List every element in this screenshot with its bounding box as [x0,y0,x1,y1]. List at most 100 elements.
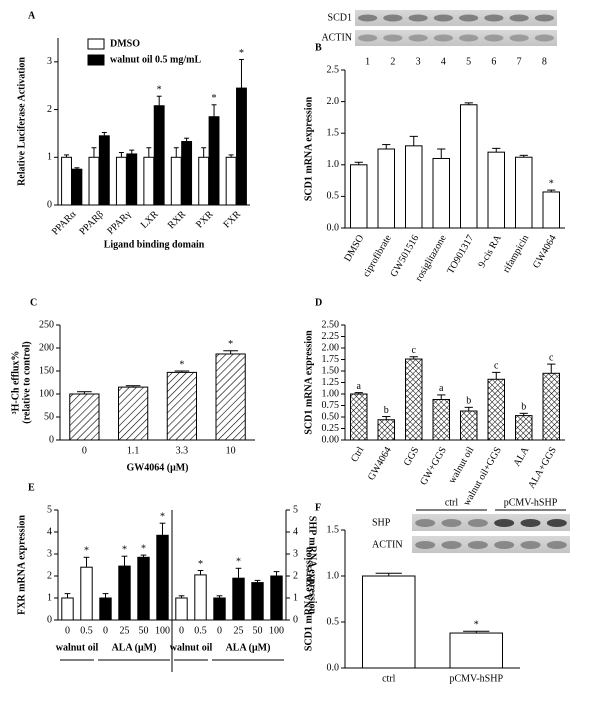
x-tick-label: PXR [194,209,216,231]
y-axis-label: SCD1 mRNA expression [303,330,314,435]
bar [487,378,505,441]
bar [542,191,560,229]
x-tick-label: FXR [221,209,243,231]
bar-annotation: * [212,93,217,104]
bar [251,582,264,621]
bar-annotation: * [549,178,554,189]
error-bar [121,555,128,567]
x-tick-label: rifampicin [501,233,531,275]
bar [460,410,478,441]
group-label: ALA (μM) [226,642,271,653]
y-tick-label: 2.50 [322,319,340,330]
blot-row-label: ACTIN [372,539,403,550]
bar [175,597,188,621]
blot-band [358,34,378,42]
blot-group-label: ctrl [445,497,459,508]
bar [166,371,197,441]
error-bar [239,58,244,89]
x-tick-label: 0 [65,625,70,636]
bar [405,145,423,229]
bar [487,151,505,229]
x-tick-label: TO901317 [445,233,476,276]
bar [215,353,246,441]
blot-band [459,34,479,42]
y-tick-label: 0 [47,614,52,625]
error-bar [492,371,501,380]
x-tick-label: 10 [226,445,236,456]
y-tick-label: 1.50 [322,365,340,376]
error-bar [464,406,473,412]
blot-band [383,34,403,42]
error-bar [77,391,92,394]
bar [236,87,247,206]
y-tick-label: 2 [293,570,298,581]
bar [61,597,74,621]
error-bar [91,147,97,158]
y-axis-label: SCD1 mRNA expression [303,546,314,651]
blot-band [534,14,554,22]
error-bar [464,102,473,105]
x-tick-label: 100 [269,625,284,636]
error-bar [211,104,217,117]
error-bar [159,522,166,536]
blot-row-label: ACTIN [321,32,352,43]
bar-annotation: * [157,85,162,96]
blot-band [494,541,515,549]
error-bar [228,154,234,158]
x-axis-label: Ligand binding domain [104,239,205,250]
bar [232,577,245,621]
x-tick-label: 0 [82,445,87,456]
bar [98,135,110,206]
error-bar [197,570,204,575]
x-tick-label: GW+GGS [418,445,449,487]
bar-annotation: * [198,559,203,570]
y-axis-label: SHP mRNA expression [307,516,318,615]
error-bar [463,630,490,634]
y-tick-label: 0.00 [322,434,340,445]
blot-band [408,14,428,22]
y-tick-label: 200 [39,342,54,353]
bar [118,565,131,621]
blot-band [546,541,567,549]
y-tick-label: 0.75 [322,400,340,411]
y-tick-label: 1.75 [322,354,340,365]
bar-annotation: b [521,402,526,413]
y-tick-label: 3 [47,548,52,559]
y-tick-label: 0.5 [327,616,340,627]
bar-annotation: b [466,396,471,407]
y-tick-label: 1 [47,152,52,163]
x-tick-label: PPARα [50,208,79,237]
blot-band [509,34,529,42]
error-bar [223,350,238,354]
y-tick-label: 1.00 [322,388,340,399]
group-label: walnut oil [170,642,213,653]
x-tick-label: 0 [179,625,184,636]
y-tick-label: 2 [47,570,52,581]
bar [194,574,207,621]
blot-band [408,34,428,42]
bar-annotation: b [384,405,389,416]
x-tick-label: pCMV-hSHP [449,673,503,684]
blot-band [534,34,554,42]
y-tick-label: 0.5 [327,191,340,202]
bar [153,105,165,206]
x-tick-label: 0.5 [194,625,207,636]
bar [377,419,395,441]
error-bar [156,95,162,106]
group-label: walnut oil [56,642,99,653]
y-tick-label: 1.5 [327,524,340,535]
bar-annotation: * [84,546,89,557]
error-bar [184,137,190,142]
bar [118,386,149,441]
lane-label: 1 [365,56,370,67]
error-bar [547,363,556,374]
x-tick-label: 25 [234,625,244,636]
panel-label: C [30,297,37,308]
x-tick-label: 0 [217,625,222,636]
bar [362,575,416,669]
error-bar [382,416,391,420]
bar-annotation: c [549,352,554,363]
blot-row-label: SHP [372,517,391,528]
error-bar [354,392,363,394]
